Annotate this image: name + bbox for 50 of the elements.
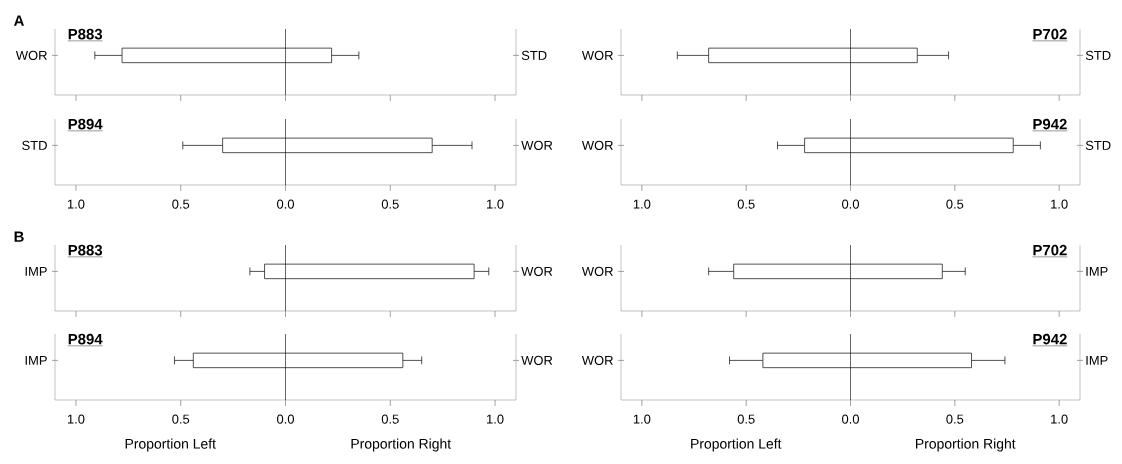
x-tick-label: 0.5 [737, 199, 755, 209]
x-tick-label: 0.5 [381, 199, 399, 209]
x-tick-label: 0.0 [277, 414, 294, 424]
x-tick-label: 0.5 [172, 199, 190, 209]
x-tick-label: 0.5 [172, 414, 190, 424]
chart-title: P702 [1033, 244, 1067, 256]
chart-title: P883 [68, 28, 103, 40]
y-tick-label: IMP [25, 355, 47, 365]
y-tick-label: WOR [15, 50, 47, 60]
text: Proportion Left [691, 438, 782, 452]
chart-subtitle: B [14, 231, 24, 242]
y-tick-label: WOR [581, 140, 613, 150]
x-tick-label: 1.0 [1051, 414, 1068, 424]
x-tick-label: 0.5 [946, 414, 964, 424]
y-tick-label: IMP [25, 266, 47, 276]
chart-title: P942 [1033, 333, 1067, 345]
x-tick-label: 1.0 [67, 414, 85, 424]
y2-axis-title: STD [1085, 140, 1111, 150]
text: Proportion Left [125, 438, 216, 452]
y2-axis-title: STD [521, 50, 547, 60]
x-tick-label: 0.0 [842, 414, 860, 424]
x-tick-label: 1.0 [67, 199, 85, 209]
x-tick-label: 1.0 [487, 199, 504, 209]
chart-title: P883 [68, 244, 103, 256]
x-tick-label: 0.0 [842, 199, 860, 209]
x-tick-label: 1.0 [633, 199, 651, 209]
chart-title: P942 [1033, 118, 1067, 130]
y-tick-label: WOR [581, 355, 613, 365]
y2-axis-title: STD [1085, 50, 1111, 60]
x-tick-label: 1.0 [633, 414, 651, 424]
chart-title: P894 [68, 118, 103, 130]
chart-title: P702 [1033, 28, 1067, 40]
text: Proportion Right [916, 438, 1016, 452]
y2-axis-title: IMP [1086, 266, 1108, 276]
y-tick-label: STD [22, 140, 47, 150]
x-tick-label: 0.5 [737, 414, 755, 424]
x-tick-label: 0.5 [381, 414, 399, 424]
y-tick-label: WOR [581, 50, 613, 60]
x-tick-label: 1.0 [1051, 199, 1068, 209]
y2-axis-title: WOR [521, 140, 553, 150]
x-tick-label: 0.0 [277, 199, 294, 209]
y2-axis-title: IMP [1086, 355, 1108, 365]
y2-axis-title: WOR [521, 266, 553, 276]
chart-subtitle: A [13, 15, 24, 26]
text: Proportion Right [351, 438, 452, 452]
chart-title: P894 [68, 333, 103, 345]
x-tick-label: 1.0 [487, 414, 504, 424]
y2-axis-title: WOR [521, 355, 553, 365]
y-tick-label: WOR [581, 266, 613, 276]
x-tick-label: 0.5 [946, 199, 964, 209]
